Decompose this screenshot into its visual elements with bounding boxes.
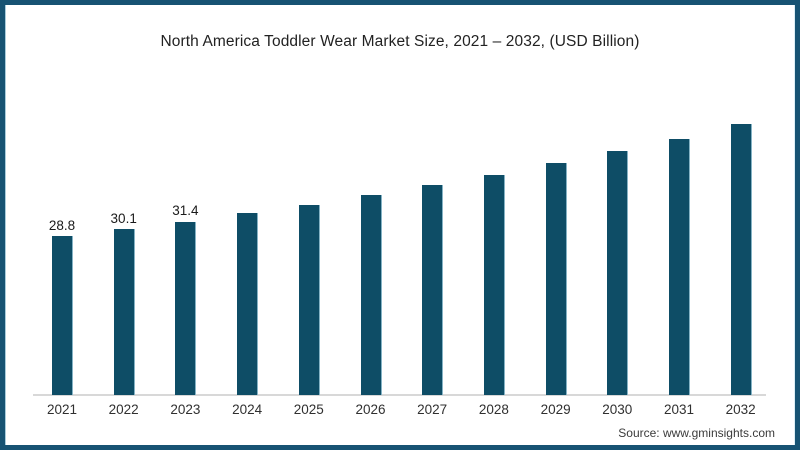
bar-2024 xyxy=(237,213,259,395)
x-tick-2025: 2025 xyxy=(293,402,324,417)
x-tick-2022: 2022 xyxy=(108,402,139,417)
x-tick-2024: 2024 xyxy=(232,402,263,417)
bar-2031 xyxy=(669,139,690,395)
bar-2025 xyxy=(298,204,320,395)
x-axis-line xyxy=(33,394,766,396)
bar-value-label-2022: 30.1 xyxy=(110,210,137,226)
x-tick-2023: 2023 xyxy=(170,402,201,417)
x-tick-2032: 2032 xyxy=(725,402,756,417)
x-tick-2021: 2021 xyxy=(46,402,78,417)
bar-2021 xyxy=(52,235,73,395)
bar-value-label-2021: 28.8 xyxy=(48,217,76,233)
bar-value-label-2023: 31.4 xyxy=(172,203,199,219)
chart-title: North America Toddler Wear Market Size, … xyxy=(160,33,640,50)
x-tick-2027: 2027 xyxy=(417,402,448,417)
x-tick-2031: 2031 xyxy=(663,402,695,417)
x-tick-2026: 2026 xyxy=(355,402,386,417)
bar-2030 xyxy=(607,151,629,395)
bar-2032 xyxy=(730,124,752,395)
bar-2026 xyxy=(360,194,382,395)
x-tick-2030: 2030 xyxy=(602,402,633,417)
bar-2027 xyxy=(422,185,444,395)
bar-2023 xyxy=(175,221,197,395)
x-tick-2029: 2029 xyxy=(540,402,571,417)
x-tick-2028: 2028 xyxy=(478,402,509,417)
bar-2029 xyxy=(545,162,567,395)
source-attribution: Source: www.gminsights.com xyxy=(618,426,775,440)
bar-2028 xyxy=(483,174,505,395)
bar-2022 xyxy=(113,228,135,395)
